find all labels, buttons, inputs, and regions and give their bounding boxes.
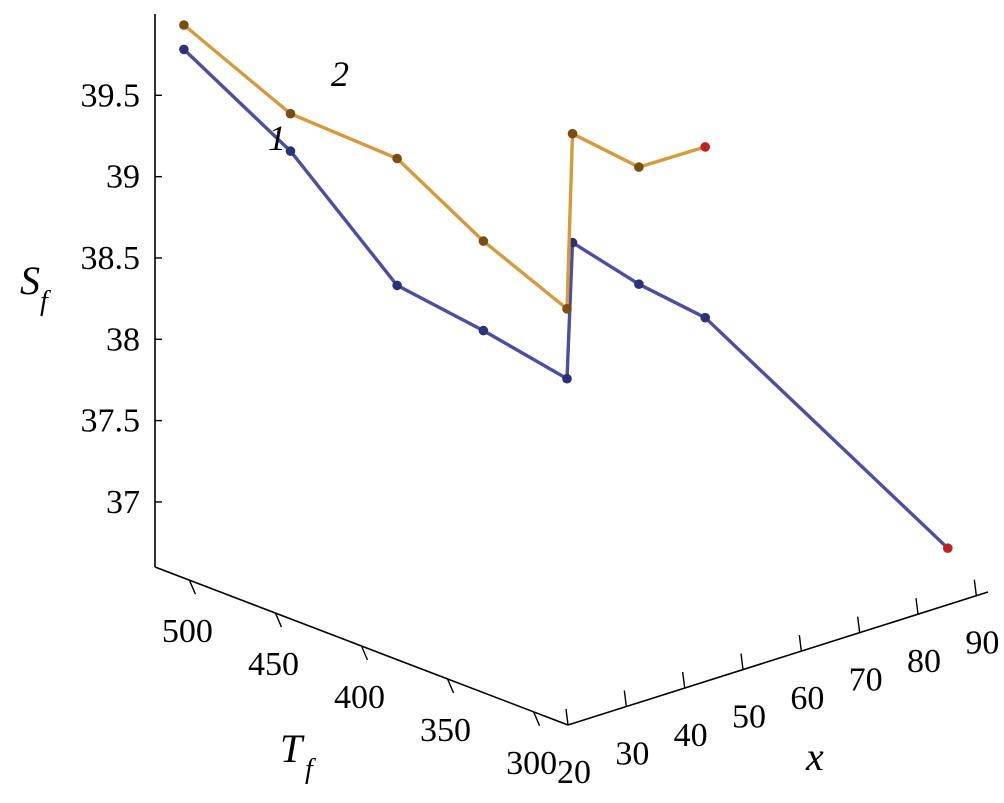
t-tick-mark [188, 579, 197, 595]
t-axis-title-sub: f [305, 754, 316, 785]
series-2-point [700, 142, 710, 152]
series-2-label: 2 [331, 54, 349, 94]
series-2-point [179, 20, 189, 30]
x-tick-mark [915, 598, 919, 615]
s-axis-title-main: S [20, 258, 40, 303]
t-tick-label: 300 [506, 745, 557, 782]
x-tick-mark [681, 671, 686, 689]
s-tick-label: 39.5 [81, 77, 141, 114]
series-1-point [700, 312, 710, 323]
series-2-point [567, 128, 578, 139]
series-1-label: 1 [268, 118, 286, 158]
s-tick-label: 38.5 [81, 240, 141, 277]
x-axis-ticks: 20 30 40 50 60 70 80 90 [557, 579, 999, 791]
x-tick-label: 20 [557, 754, 591, 791]
series-2-point [478, 236, 489, 246]
series-1-point [179, 44, 189, 55]
series-2-point [634, 162, 644, 172]
x-tick-label: 50 [732, 699, 766, 736]
series-1-point [285, 146, 296, 156]
series-2-line [182, 23, 706, 311]
s-axis-ticks: 37 37.5 38 38.5 39 39.5 [81, 77, 162, 521]
series-1-point [634, 279, 644, 290]
t-axis-title: T f [280, 726, 316, 785]
x-tick-mark [623, 690, 628, 707]
s-tick-label: 39 [106, 159, 140, 196]
t-axis-title-main: T [280, 726, 305, 771]
s-axis-title-sub: f [40, 286, 51, 317]
x-tick-label: 90 [965, 625, 999, 662]
x-tick-label: 80 [907, 643, 941, 680]
t-tick-label: 350 [420, 712, 471, 749]
x-tick-mark [798, 635, 803, 652]
x-tick-mark [973, 579, 978, 596]
series-2-point [285, 108, 296, 119]
series-1-point [943, 543, 953, 553]
series-layer [179, 20, 953, 553]
t-tick-mark [446, 678, 455, 694]
x-tick-mark [856, 616, 861, 633]
t-tick-label: 400 [334, 679, 385, 716]
s-tick-label: 37.5 [81, 403, 141, 440]
s-tick-label: 37 [106, 484, 140, 521]
t-tick-mark [532, 711, 541, 727]
t-tick-mark [274, 612, 283, 628]
x-tick-label: 60 [790, 680, 824, 717]
series-2-point [392, 153, 402, 164]
s-tick-label: 38 [106, 321, 140, 358]
t-tick-mark [360, 645, 369, 661]
x-tick-mark [740, 653, 744, 670]
series-2-point [562, 304, 572, 314]
x-tick-mark [565, 708, 569, 726]
series-1-point [478, 325, 489, 336]
series-1-point [392, 280, 402, 291]
t-axis-ticks: 500 450 400 350 300 [162, 579, 557, 782]
t-tick-label: 450 [248, 646, 299, 683]
x-axis-title: x [805, 734, 824, 779]
series-1-point [562, 373, 572, 384]
x-tick-label: 40 [674, 717, 708, 754]
t-tick-label: 500 [162, 613, 213, 650]
s-axis-title: S f [20, 258, 51, 317]
x-tick-label: 70 [849, 662, 883, 699]
x-tick-label: 30 [615, 736, 649, 773]
series-2 [179, 20, 710, 314]
